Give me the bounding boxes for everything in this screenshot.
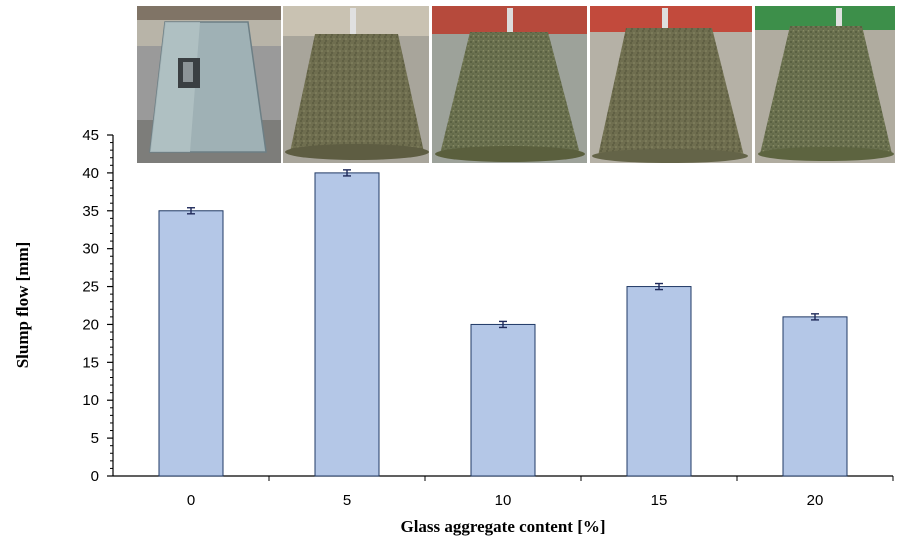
y-tick-label: 40 <box>82 165 99 182</box>
y-tick-label: 45 <box>82 127 99 144</box>
slump-sample-10-photo <box>432 6 587 163</box>
y-tick-label: 35 <box>82 203 99 220</box>
x-tick-label: 10 <box>495 492 512 509</box>
y-tick-label: 30 <box>82 241 99 258</box>
slump-sample-20-photo <box>755 6 895 163</box>
bar-15 <box>626 286 692 477</box>
x-axis-title: Glass aggregate content [%] <box>400 517 605 536</box>
y-tick-label: 0 <box>91 468 99 485</box>
y-axis: 0 5 10 15 20 25 30 35 40 45 <box>82 127 113 485</box>
error-bar-5 <box>343 169 351 177</box>
error-bars <box>187 169 819 329</box>
bar-10 <box>470 323 536 477</box>
y-tick-label: 25 <box>82 279 99 296</box>
y-tick-label: 10 <box>82 392 99 409</box>
error-bar-0 <box>187 207 195 215</box>
error-bar-20 <box>811 313 819 321</box>
y-tick-label: 15 <box>82 354 99 371</box>
bars <box>158 172 848 477</box>
slump-sample-0-photo <box>283 6 429 163</box>
y-tick-label: 20 <box>82 316 99 333</box>
y-axis-title: Slump flow [mm] <box>13 242 32 369</box>
bar-0 <box>158 210 224 477</box>
x-tick-label: 5 <box>343 492 351 509</box>
error-bar-15 <box>655 282 663 291</box>
x-tick-label: 15 <box>651 492 668 509</box>
photo-strip <box>137 6 895 163</box>
slump-sample-15-photo <box>590 6 752 163</box>
error-bar-10 <box>499 320 507 329</box>
x-tick-label: 20 <box>807 492 824 509</box>
slump-cone-photo <box>137 6 281 163</box>
bar-20 <box>782 316 848 477</box>
x-tick-label: 0 <box>187 492 195 509</box>
x-axis: 0 5 10 15 20 <box>187 476 894 509</box>
y-tick-label: 5 <box>91 430 99 447</box>
bar-5 <box>314 172 380 477</box>
